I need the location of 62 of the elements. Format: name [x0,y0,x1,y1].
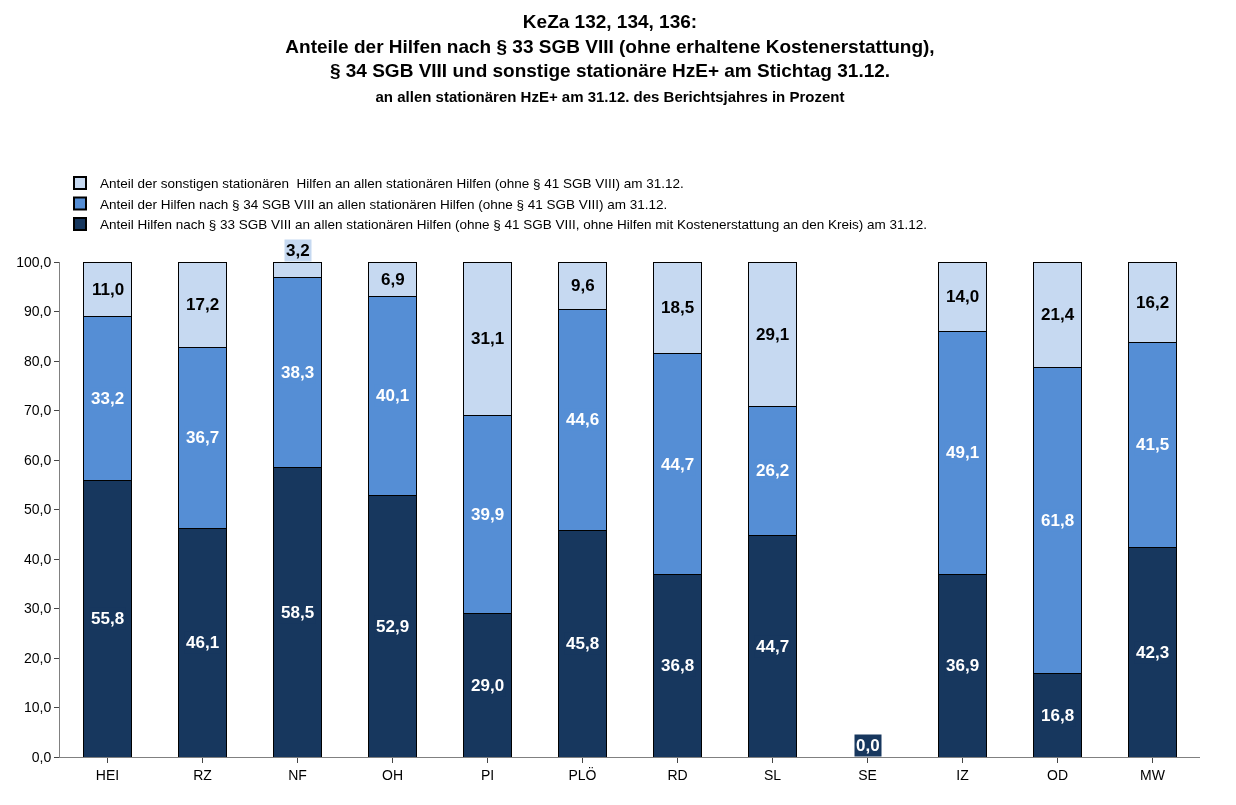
data-label: 39,9 [471,505,505,524]
x-tick-label: RD [667,766,688,783]
x-tick-label: NF [288,766,307,783]
x-tick-label: OH [382,766,403,783]
data-label: 14,0 [946,287,980,306]
chart-subtitle: an allen stationären HzE+ am 31.12. des Berichtsjahres in Prozent [375,87,845,105]
data-label: 40,1 [376,386,410,405]
y-tick-label: 90,0 [23,303,52,320]
data-label: 38,3 [281,363,315,382]
data-label: 61,8 [1041,511,1075,530]
x-tick-label: SE [858,766,877,783]
y-tick-label: 20,0 [23,649,52,666]
data-label: 17,2 [186,295,220,314]
data-label: 21,4 [1041,305,1075,324]
data-label: 46,1 [186,633,220,652]
data-label: 29,0 [471,676,505,695]
chart-title: KeZa 132, 134, 136: Anteile der Hilfen nach § 33 SGB VIII (ohne erhaltene Kostenerstattung), § 34 SGB VIII und sonstige stationäre HzE+ am Stichtag 31.12. [285,10,935,82]
data-label: 44,7 [661,455,695,474]
legend-label: Anteil der Hilfen nach § 34 SGB VIII an allen stationären Hilfen (ohne § 41 SGB VIII) am 31.12. [100,196,668,212]
x-tick-label: SL [763,766,782,783]
data-label: 31,1 [471,329,505,348]
y-tick-label: 10,0 [23,699,52,716]
data-label: 36,7 [186,428,220,447]
x-tick-label: IZ [956,766,970,783]
x-tick-label: PI [480,766,495,783]
x-tick-label: HEI [95,766,120,783]
data-label: 45,8 [566,634,600,653]
legend-label: Anteil der sonstigen stationären Hilfen an allen stationären Hilfen (ohne § 41 SGB VIII) am 31.12. [100,176,684,192]
data-label: 3,2 [286,241,310,260]
data-label: 49,1 [946,443,980,462]
x-tick-label: PLÖ [568,765,597,783]
data-label: 44,7 [756,637,790,656]
y-tick-label: 50,0 [23,501,52,518]
y-tick-label: 30,0 [23,600,52,617]
data-label: 36,8 [661,656,695,675]
data-label: 6,9 [381,270,405,289]
data-label: 42,3 [1136,643,1170,662]
y-tick-label: 40,0 [23,550,52,567]
data-label: 9,6 [571,276,595,295]
y-tick-label: 100,0 [16,253,52,270]
data-label: 0,0 [856,736,880,755]
y-tick-label: 80,0 [23,352,52,369]
legend-label: Anteil Hilfen nach § 33 SGB VIII an allen stationären Hilfen (ohne § 41 SGB VIII, ohne Hilfen mit Kostenerstattung an den Kreis) am 31.12. [100,217,927,233]
data-label: 11,0 [92,280,125,299]
data-label: 26,2 [756,461,790,480]
data-label: 16,2 [1136,293,1170,312]
data-label: 55,8 [91,609,125,628]
data-label: 41,5 [1136,435,1170,454]
data-label: 29,1 [756,325,790,344]
y-tick-label: 70,0 [23,402,52,419]
data-label: 36,9 [946,656,980,675]
data-label: 52,9 [376,617,410,636]
data-label: 16,8 [1041,706,1075,725]
data-label: 33,2 [91,389,125,408]
y-tick-label: 60,0 [23,451,52,468]
y-tick-label: 0,0 [31,748,52,765]
data-label: 58,5 [281,603,315,622]
x-tick-label: RZ [193,766,213,783]
data-label: 18,5 [661,298,695,317]
x-tick-label: OD [1047,766,1068,783]
data-label: 44,6 [566,410,600,429]
x-tick-label: MW [1140,766,1166,783]
